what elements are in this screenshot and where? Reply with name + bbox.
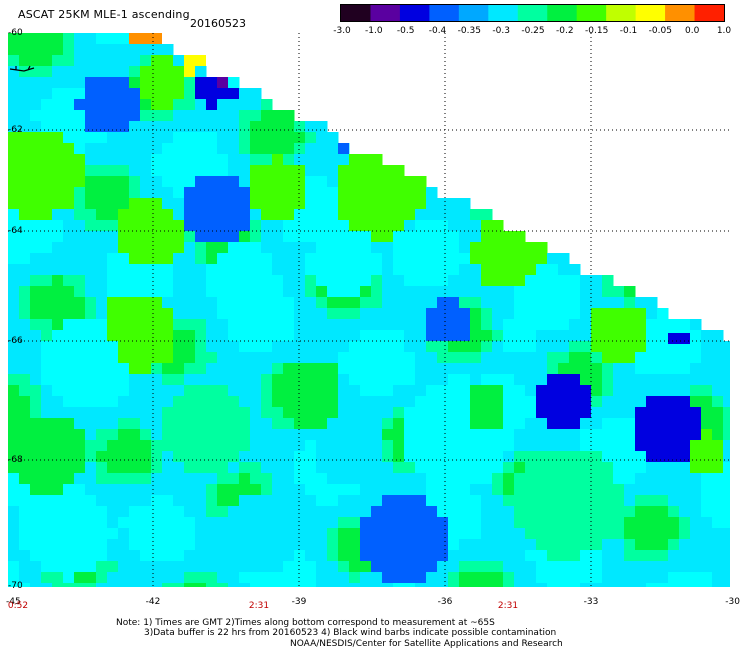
colorbar-tick-label: 1.0 (716, 26, 732, 36)
colorbar-swatch (399, 5, 430, 21)
colorbar-swatch (429, 5, 460, 21)
colorbar-tick-label: -0.25 (521, 26, 545, 36)
colorbar-swatch (341, 5, 372, 21)
longitude-label: -36 (437, 597, 453, 607)
colorbar-tick-label: -0.15 (585, 26, 609, 36)
colorbar-swatch (458, 5, 489, 21)
time-label: 2:31 (248, 601, 270, 611)
latitude-label: -62 (8, 125, 23, 135)
map-plot-area (8, 33, 730, 587)
longitude-label: -30 (725, 597, 740, 607)
longitude-label: -39 (291, 597, 307, 607)
colorbar-tick-label: -0.5 (396, 26, 415, 36)
latitude-label: -68 (8, 455, 23, 465)
colorbar-tick-label: -0.4 (428, 26, 447, 36)
product-date: 20160523 (190, 17, 246, 30)
latitude-label: -60 (8, 28, 23, 38)
colorbar-tick-label: -0.3 (492, 26, 510, 36)
colorbar-swatch (635, 5, 666, 21)
colorbar-swatch (517, 5, 548, 21)
colorbar-tick-label: -1.0 (365, 26, 383, 36)
colorbar (340, 4, 725, 22)
longitude-label: -45 (6, 597, 21, 607)
colorbar-swatch (694, 5, 724, 21)
colorbar-tick-label: -0.35 (457, 26, 481, 36)
colorbar-swatch (488, 5, 519, 21)
colorbar-swatch (606, 5, 637, 21)
scatterometer-field (8, 33, 730, 587)
latitude-label: -64 (8, 226, 23, 236)
colorbar-tick-label: -0.1 (619, 26, 638, 36)
colorbar-tick-label: -3.0 (333, 26, 351, 36)
wind-barb (9, 65, 35, 72)
colorbar-swatch (665, 5, 696, 21)
colorbar-swatch (576, 5, 607, 21)
product-title: ASCAT 25KM MLE-1 ascending (18, 8, 190, 21)
longitude-label: -42 (145, 597, 161, 607)
colorbar-tick-label: 0.0 (684, 26, 700, 36)
latitude-label: -70 (8, 581, 23, 591)
colorbar-tick-label: -0.2 (556, 26, 574, 36)
time-label: 0:52 (7, 601, 29, 611)
colorbar-swatch (547, 5, 578, 21)
longitude-label: -33 (583, 597, 599, 607)
note-line-3: NOAA/NESDIS/Center for Satellite Applica… (290, 639, 563, 649)
latitude-label: -66 (8, 336, 23, 346)
colorbar-swatch (370, 5, 401, 21)
note-line-1: Note: 1) Times are GMT 2)Times along bot… (116, 618, 495, 628)
colorbar-tick-label: -0.05 (648, 26, 672, 36)
note-line-2: 3)Data buffer is 22 hrs from 20160523 4)… (144, 628, 557, 638)
time-label: 2:31 (497, 601, 519, 611)
